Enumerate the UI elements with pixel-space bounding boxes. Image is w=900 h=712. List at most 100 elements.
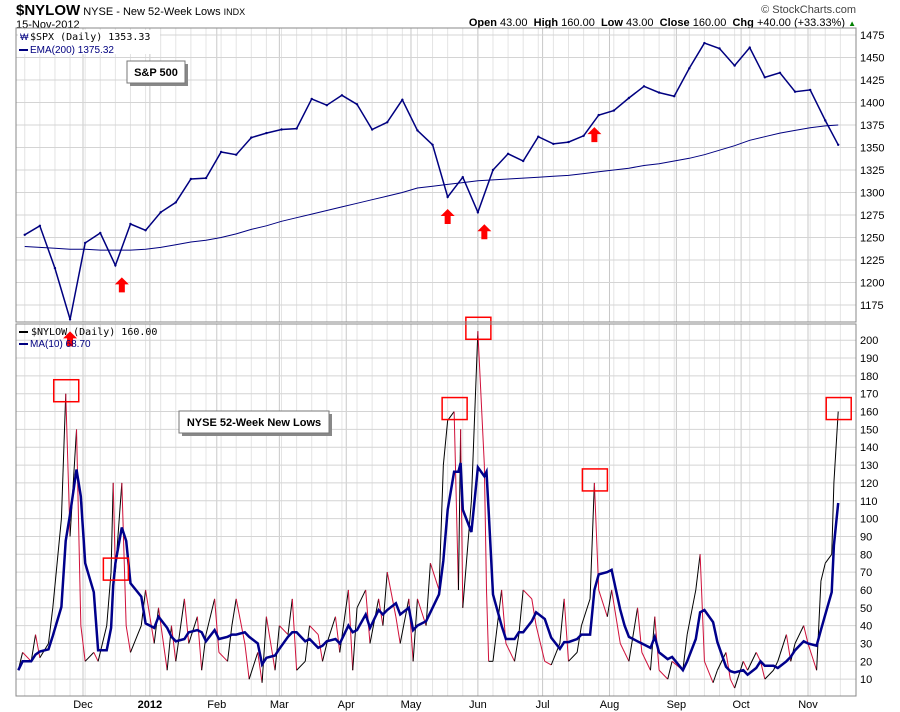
y-tick-label: 50: [860, 603, 872, 615]
y-tick-label: 1300: [860, 188, 884, 200]
nylow-segment-down: [278, 625, 289, 635]
x-tick-label: Sep: [667, 699, 687, 711]
upper-legend: ₩ $SPX (Daily) 1353.33 EMA(200) 1375.32: [18, 30, 160, 56]
x-tick-label: Feb: [207, 699, 226, 711]
nylow-segment-down: [755, 652, 761, 662]
open-label: Open: [468, 17, 497, 29]
y-tick-label: 100: [860, 514, 878, 526]
nylow-segment-up: [794, 625, 805, 644]
lower-panel-title: NYSE 52-Week New Lows: [187, 417, 321, 429]
lower-annotation: NYSE 52-Week New Lows: [178, 410, 332, 436]
y-tick-label: 170: [860, 389, 878, 401]
nylow-segment-up: [205, 598, 216, 635]
nylow-segment-up: [356, 589, 367, 609]
upper-panel-title: S&P 500: [134, 67, 178, 79]
nylow-segment-up: [412, 598, 418, 662]
nylow-segment-up: [712, 670, 718, 683]
nylow-segment-up: [514, 634, 520, 662]
legend-ema: EMA(200) 1375.32: [30, 45, 114, 56]
x-tick-label: Aug: [600, 699, 620, 711]
nylow-segment-down: [453, 411, 459, 590]
spx-point: [219, 150, 223, 154]
nylow-segment-down: [196, 616, 203, 671]
spx-point: [159, 211, 162, 214]
spx-point: [778, 71, 782, 75]
nylow-segment-up: [559, 598, 565, 644]
nylow-segment-up: [261, 616, 267, 683]
nylow-segment-up: [734, 661, 744, 689]
up-arrow-icon: ▲: [848, 19, 856, 28]
x-tick-label: Jun: [469, 699, 487, 711]
nylow-segment-up: [326, 616, 336, 644]
spx-point: [597, 113, 600, 117]
nylow-segment-up: [518, 589, 524, 635]
spx-point: [386, 121, 389, 124]
ma10-line: [17, 462, 840, 677]
nylow-segment-up: [824, 553, 833, 564]
nylow-segment-up: [84, 652, 95, 662]
nylow-segment-down: [658, 669, 669, 680]
nylow-segment-up: [606, 589, 613, 617]
highlight-box: [102, 557, 130, 581]
y-tick-label: 140: [860, 442, 878, 454]
y-tick-label: 1450: [860, 53, 884, 65]
y-tick-label: 1225: [860, 255, 884, 267]
nylow-segment-up: [462, 500, 472, 608]
up-arrow-marker: [114, 277, 129, 293]
nylow-segment-up: [322, 643, 328, 662]
y-tick-label: 20: [860, 656, 872, 668]
spx-point: [340, 94, 344, 97]
spx-point: [83, 241, 87, 245]
highlight-box: [825, 396, 852, 421]
close-label: Close: [659, 17, 690, 29]
y-tick-label: 1425: [860, 75, 884, 87]
nylow-segment-down: [485, 589, 490, 662]
nylow-segment-up: [820, 563, 826, 582]
highlight-box: [465, 316, 492, 341]
nylow-segment-down: [257, 652, 263, 683]
nylow-segment-up: [442, 420, 449, 466]
nylow-segment-down: [218, 652, 228, 662]
spx-point: [642, 85, 646, 88]
nylow-segment-up: [274, 625, 280, 671]
y-tick-label: 80: [860, 549, 872, 561]
nylow-segment-down: [637, 607, 643, 653]
highlight-box: [52, 378, 80, 403]
nylow-segment-down: [760, 661, 766, 680]
up-arrow-marker: [477, 224, 492, 240]
nylow-segment-down: [395, 616, 401, 644]
y-tick-label: 70: [860, 567, 872, 579]
spx-point: [416, 129, 419, 132]
nylow-segment-down: [183, 598, 190, 644]
nylow-segment-up: [580, 598, 591, 626]
spx-point: [582, 134, 585, 137]
close-value: 160.00: [692, 17, 727, 29]
spx-point: [38, 224, 42, 227]
y-tick-label: 30: [860, 638, 872, 650]
nylow-segment-down: [505, 643, 515, 662]
x-tick-label: Oct: [733, 699, 750, 711]
y-tick-label: 1350: [860, 143, 884, 155]
nylow-segment-up: [106, 572, 112, 626]
nylow-segment-up: [352, 607, 358, 671]
spx-point: [265, 131, 268, 135]
nylow-segment-down: [611, 589, 621, 644]
nylow-segment-down: [703, 661, 714, 683]
nylow-segment-down: [93, 652, 99, 662]
nylow-segment-up: [304, 625, 311, 662]
spx-point: [521, 159, 525, 163]
x-tick-label: Dec: [73, 699, 93, 711]
spx-point: [703, 41, 706, 45]
nylow-segment-down: [742, 661, 749, 671]
high-value: 160.00: [561, 17, 595, 29]
nylow-segment-up: [425, 563, 431, 626]
nylow-segment-up: [52, 518, 62, 608]
spx-point: [673, 95, 676, 98]
spx-point: [234, 153, 238, 156]
nylow-segment-up: [227, 625, 233, 662]
lower-legend: $NYLOW (Daily) 160.00 MA(10) 68.70: [19, 327, 157, 350]
nylow-segment-down: [544, 660, 552, 666]
upper-annotation: S&P 500: [126, 60, 188, 86]
nylow-segment-up: [296, 660, 306, 671]
chg-label: Chg: [732, 17, 754, 29]
